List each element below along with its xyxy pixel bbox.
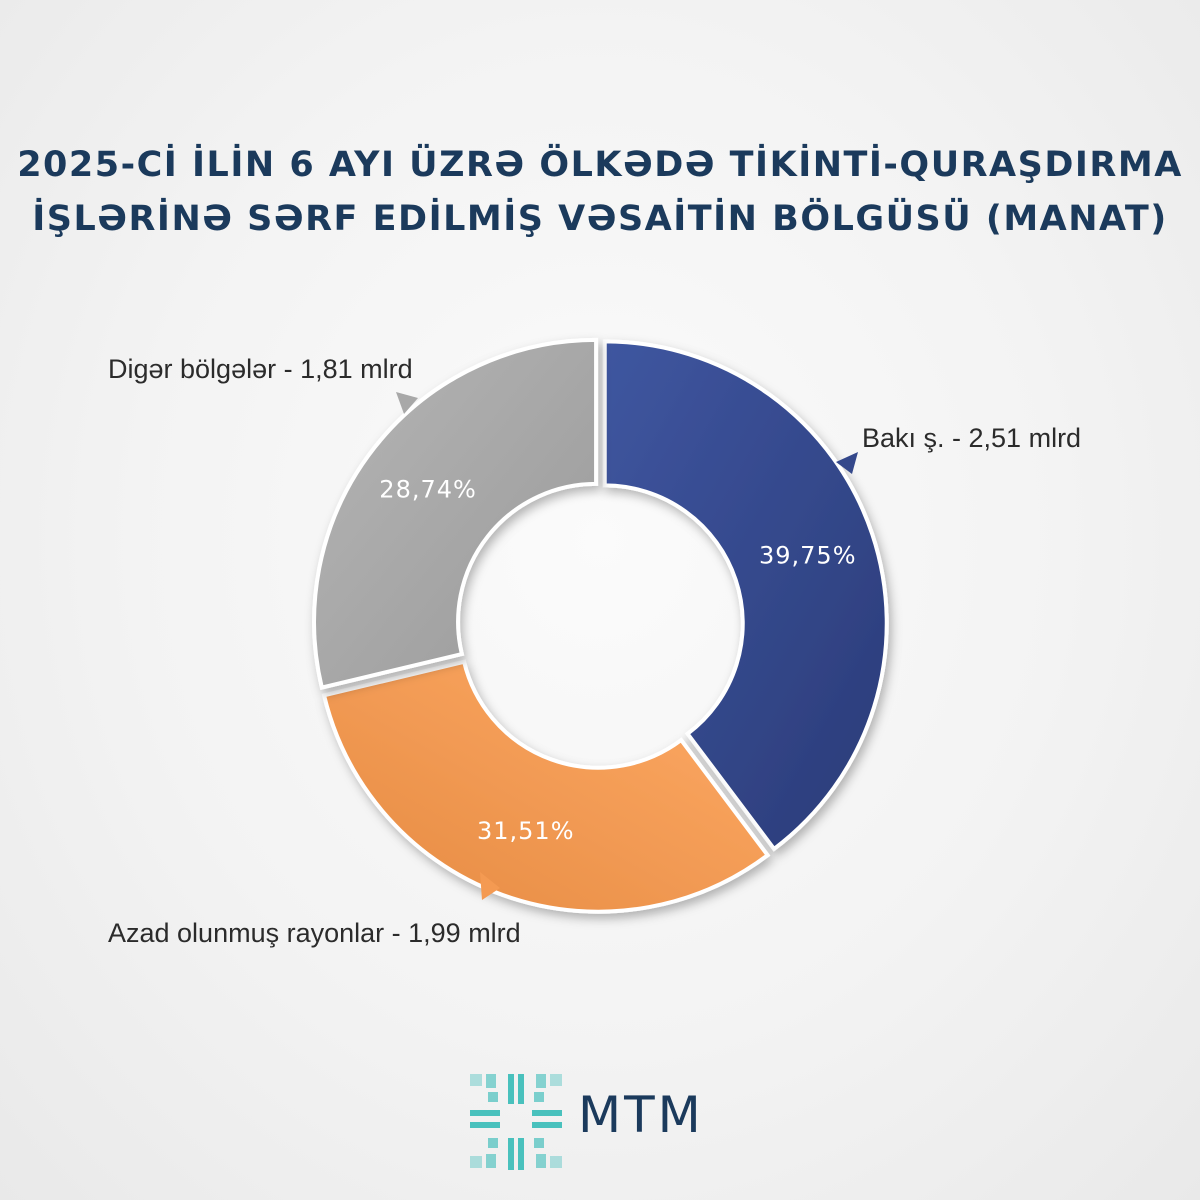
chart-title-line-2: İŞLƏRİNƏ SƏRF EDİLMİŞ VƏSAİTİN BÖLGÜSÜ (… [32,199,1168,239]
chart-title-line-1: 2025-Cİ İLİN 6 AYI ÜZRƏ ÖLKƏDƏ TİKİNTİ-Q… [17,145,1183,185]
slice-diger-bolgeler [312,337,599,690]
mtm-logo-text: MTM [578,1086,704,1144]
slice-pointer [480,872,500,900]
slice-percent-label: 39,75% [759,542,857,570]
mtm-logo: MTM [468,1072,748,1172]
slice-pointer [836,452,858,474]
mtm-logo-icon [470,1074,562,1170]
slice-percent-label: 31,51% [477,817,575,845]
slice-category-label: Azad olunmuş rayonlar - 1,99 mlrd [108,918,521,948]
slice-baki [602,339,889,852]
slice-pointer [396,392,418,414]
slice-category-label: Digər bölgələr - 1,81 mlrd [108,354,413,384]
slice-category-label: Bakı ş. - 2,51 mlrd [862,423,1081,453]
chart-title: 2025-Cİ İLİN 6 AYI ÜZRƏ ÖLKƏDƏ TİKİNTİ-Q… [0,138,1200,246]
slice-azad-rayonlar [321,659,771,914]
slice-percent-label: 28,74% [379,475,477,503]
